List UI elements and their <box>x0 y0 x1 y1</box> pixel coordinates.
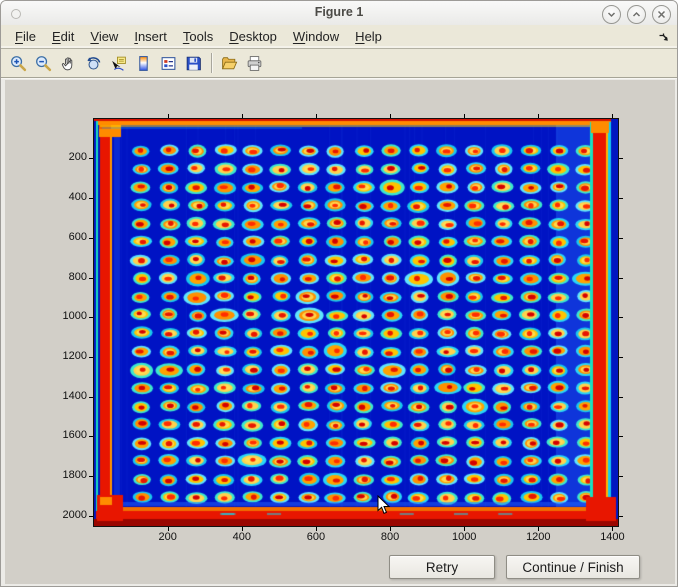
tick-label: 1000 <box>451 531 477 543</box>
tick-mark <box>89 475 93 477</box>
tick-mark <box>619 356 623 358</box>
tick-label: 1800 <box>62 468 87 481</box>
tick-mark <box>619 396 623 398</box>
save-figure-button[interactable] <box>182 52 204 74</box>
tick-mark <box>619 158 623 160</box>
open-file-button[interactable] <box>218 52 240 74</box>
window-title: Figure 1 <box>314 5 364 19</box>
tick-mark <box>167 527 169 531</box>
window-controls <box>602 4 671 24</box>
tick-label: 1200 <box>62 349 87 362</box>
tick-mark <box>538 527 540 531</box>
tick-mark <box>464 527 466 531</box>
rotate-3d-icon <box>86 56 100 70</box>
tick-label: 1400 <box>600 531 625 543</box>
chevron-up-icon <box>632 11 641 17</box>
pan-hand-icon <box>61 56 72 70</box>
tick-mark <box>619 317 623 319</box>
continue-finish-button[interactable]: Continue / Finish <box>506 555 640 579</box>
tick-mark <box>538 114 540 118</box>
tick-mark <box>619 277 623 279</box>
close-icon <box>657 10 666 18</box>
legend-icon <box>161 56 175 70</box>
tick-mark <box>89 515 93 517</box>
tick-mark <box>464 114 466 118</box>
tick-mark <box>89 356 93 358</box>
insert-colorbar-button[interactable] <box>132 52 154 74</box>
tick-mark <box>315 527 317 531</box>
tick-label: 1000 <box>62 310 87 323</box>
tick-mark <box>612 527 614 531</box>
menu-item-file[interactable]: File <box>15 28 36 44</box>
zoom-in-button[interactable] <box>7 52 29 74</box>
shade-button[interactable] <box>602 4 621 24</box>
tick-label: 2000 <box>62 508 87 521</box>
tick-label: 600 <box>68 230 87 243</box>
tick-label: 400 <box>68 191 87 204</box>
data-cursor-icon <box>111 56 126 71</box>
open-folder-icon <box>221 56 237 69</box>
chevron-down-icon <box>607 11 616 17</box>
menu-item-tools[interactable]: Tools <box>182 28 214 44</box>
tick-mark <box>612 114 614 118</box>
tick-mark <box>619 475 623 477</box>
tick-label: 200 <box>68 151 87 164</box>
tick-mark <box>619 515 623 517</box>
maximize-button[interactable] <box>627 4 646 24</box>
tick-label: 200 <box>158 531 177 543</box>
titlebar[interactable]: Figure 1 <box>1 1 677 26</box>
tick-label: 1200 <box>526 531 551 543</box>
tick-label: 400 <box>232 531 252 543</box>
close-button[interactable] <box>652 4 671 24</box>
tick-mark <box>89 317 93 319</box>
tick-label: 1400 <box>62 389 87 402</box>
figure-toolbar <box>1 49 677 78</box>
zoom-in-icon <box>10 55 26 71</box>
tick-label: 1600 <box>62 429 87 442</box>
menu-item-desktop[interactable]: Desktop <box>229 28 277 44</box>
dock-figure-icon[interactable] <box>658 30 670 48</box>
toolbar-separator <box>211 53 212 73</box>
window-menu-icon[interactable] <box>11 9 21 19</box>
tick-label: 800 <box>380 531 400 543</box>
tick-mark <box>241 527 243 531</box>
insert-legend-button[interactable] <box>157 52 179 74</box>
menubar: File Edit View Insert Tools Desktop Window Help <box>1 25 677 49</box>
zoom-out-icon <box>35 55 51 71</box>
tick-mark <box>89 277 93 279</box>
menu-item-edit[interactable]: Edit <box>51 28 75 44</box>
tick-mark <box>89 396 93 398</box>
tick-mark <box>619 237 623 239</box>
tick-mark <box>619 198 623 200</box>
tick-label: 800 <box>68 270 87 283</box>
data-cursor-button[interactable] <box>107 52 129 74</box>
tick-mark <box>89 436 93 438</box>
tick-mark <box>241 114 243 118</box>
tick-mark <box>89 198 93 200</box>
retry-button[interactable]: Retry <box>389 555 495 579</box>
rotate-3d-button[interactable] <box>82 52 104 74</box>
zoom-out-button[interactable] <box>32 52 54 74</box>
pan-button[interactable] <box>57 52 79 74</box>
tick-mark <box>315 114 317 118</box>
tick-mark <box>89 237 93 239</box>
colorbar-icon <box>138 55 148 71</box>
plate-image[interactable] <box>94 119 618 526</box>
menu-item-help[interactable]: Help <box>355 28 382 44</box>
tick-mark <box>619 436 623 438</box>
tick-label: 600 <box>306 531 326 543</box>
tick-mark <box>390 527 392 531</box>
save-floppy-icon <box>186 56 201 70</box>
menu-item-view[interactable]: View <box>90 28 119 44</box>
printer-icon <box>247 55 261 71</box>
tick-mark <box>89 158 93 160</box>
tick-mark <box>167 114 169 118</box>
menu-item-insert[interactable]: Insert <box>134 28 167 44</box>
menu-item-window[interactable]: Window <box>292 28 340 44</box>
print-figure-button[interactable] <box>243 52 265 74</box>
plot-axes <box>93 118 619 527</box>
tick-mark <box>390 114 392 118</box>
mouse-cursor <box>377 494 391 520</box>
